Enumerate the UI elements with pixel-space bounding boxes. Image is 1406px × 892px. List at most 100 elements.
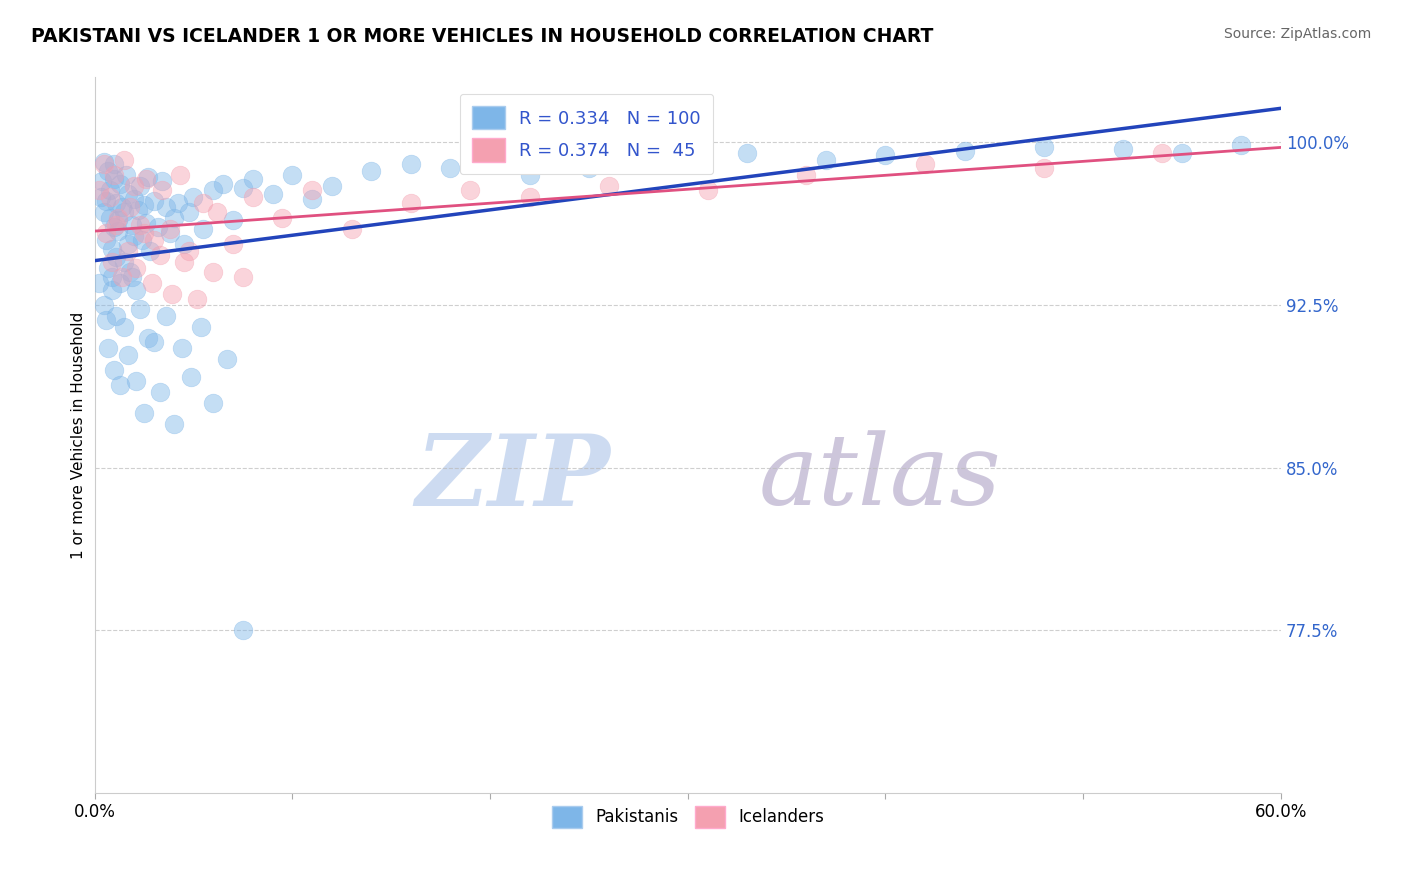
Point: [696, 183, 718, 197]
Point: [103, 363, 125, 377]
Point: [100, 183, 122, 197]
Point: [107, 213, 129, 227]
Point: [93, 157, 115, 171]
Legend: Pakistanis, Icelanders: Pakistanis, Icelanders: [546, 799, 831, 834]
Point: [117, 244, 139, 258]
Point: [105, 196, 128, 211]
Point: [103, 157, 125, 171]
Point: [179, 244, 201, 258]
Point: [163, 417, 186, 432]
Point: [132, 227, 155, 241]
Point: [186, 292, 208, 306]
Point: [132, 198, 155, 212]
Point: [155, 309, 177, 323]
Point: [519, 168, 541, 182]
Point: [89, 189, 111, 203]
Point: [281, 168, 304, 182]
Point: [100, 189, 122, 203]
Point: [360, 163, 382, 178]
Point: [190, 319, 212, 334]
Point: [112, 204, 135, 219]
Point: [301, 192, 323, 206]
Point: [112, 254, 135, 268]
Point: [97, 163, 120, 178]
Point: [101, 242, 124, 256]
Point: [163, 211, 186, 226]
Point: [439, 161, 461, 176]
Point: [101, 269, 124, 284]
Text: PAKISTANI VS ICELANDER 1 OR MORE VEHICLES IN HOUSEHOLD CORRELATION CHART: PAKISTANI VS ICELANDER 1 OR MORE VEHICLE…: [31, 27, 934, 45]
Point: [142, 194, 165, 208]
Point: [141, 277, 163, 291]
Point: [125, 283, 148, 297]
Point: [598, 178, 620, 193]
Point: [173, 237, 195, 252]
Point: [107, 224, 129, 238]
Point: [87, 277, 110, 291]
Point: [149, 384, 172, 399]
Point: [159, 222, 181, 236]
Point: [875, 148, 897, 162]
Point: [122, 192, 145, 206]
Point: [170, 342, 193, 356]
Point: [131, 233, 153, 247]
Point: [93, 298, 115, 312]
Point: [93, 155, 115, 169]
Point: [136, 170, 159, 185]
Point: [120, 265, 142, 279]
Point: [110, 277, 132, 291]
Point: [97, 261, 120, 276]
Point: [180, 369, 202, 384]
Point: [1112, 142, 1135, 156]
Point: [796, 168, 818, 182]
Point: [105, 250, 128, 264]
Point: [111, 269, 134, 284]
Point: [121, 269, 143, 284]
Point: [321, 178, 343, 193]
Text: Source: ZipAtlas.com: Source: ZipAtlas.com: [1223, 27, 1371, 41]
Point: [183, 189, 205, 203]
Point: [340, 222, 363, 236]
Point: [100, 211, 122, 226]
Point: [202, 395, 225, 409]
Point: [159, 227, 181, 241]
Point: [101, 254, 124, 268]
Point: [117, 187, 139, 202]
Point: [87, 183, 110, 197]
Point: [399, 196, 422, 211]
Point: [122, 228, 145, 243]
Point: [1230, 137, 1253, 152]
Point: [132, 406, 155, 420]
Point: [914, 157, 936, 171]
Point: [155, 201, 177, 215]
Point: [97, 342, 120, 356]
Point: [129, 218, 152, 232]
Point: [129, 302, 152, 317]
Point: [479, 153, 502, 167]
Point: [125, 261, 148, 276]
Text: ZIP: ZIP: [416, 430, 610, 526]
Point: [202, 183, 225, 197]
Point: [232, 181, 254, 195]
Point: [242, 189, 264, 203]
Point: [110, 378, 132, 392]
Point: [232, 623, 254, 637]
Point: [115, 168, 138, 182]
Point: [105, 218, 128, 232]
Point: [301, 183, 323, 197]
Y-axis label: 1 or more Vehicles in Household: 1 or more Vehicles in Household: [72, 311, 86, 558]
Point: [271, 211, 294, 226]
Point: [112, 153, 135, 167]
Point: [110, 177, 132, 191]
Point: [135, 172, 157, 186]
Point: [169, 168, 191, 182]
Point: [173, 254, 195, 268]
Point: [142, 233, 165, 247]
Point: [150, 174, 173, 188]
Point: [1171, 146, 1194, 161]
Point: [142, 334, 165, 349]
Point: [111, 201, 134, 215]
Point: [519, 189, 541, 203]
Point: [637, 157, 659, 171]
Text: atlas: atlas: [759, 430, 1001, 525]
